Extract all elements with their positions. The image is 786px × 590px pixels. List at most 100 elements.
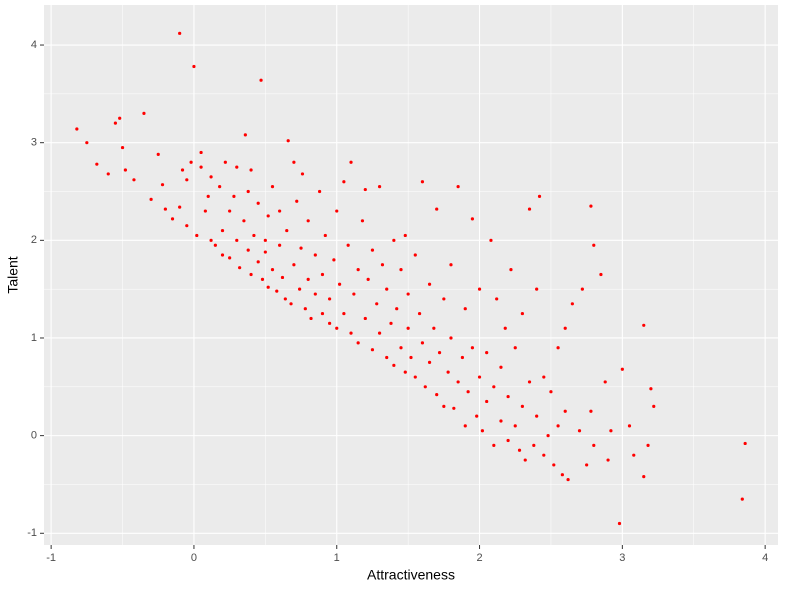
point bbox=[417, 311, 422, 316]
point bbox=[399, 346, 403, 350]
point bbox=[160, 183, 165, 187]
point bbox=[743, 441, 747, 446]
point bbox=[466, 390, 470, 394]
point bbox=[537, 194, 542, 198]
point bbox=[423, 385, 427, 389]
point bbox=[552, 463, 556, 467]
point bbox=[632, 453, 636, 457]
point bbox=[256, 260, 260, 264]
point bbox=[620, 367, 624, 371]
point bbox=[420, 180, 425, 184]
point bbox=[527, 207, 532, 211]
point bbox=[535, 287, 539, 291]
point bbox=[266, 214, 270, 218]
point bbox=[246, 248, 250, 252]
point bbox=[627, 424, 632, 428]
point bbox=[289, 302, 293, 306]
point bbox=[213, 243, 217, 247]
point bbox=[589, 204, 593, 208]
point bbox=[328, 297, 332, 301]
point bbox=[592, 443, 596, 447]
point bbox=[456, 185, 460, 189]
point bbox=[409, 355, 413, 360]
point bbox=[377, 331, 382, 335]
point bbox=[446, 370, 450, 374]
point bbox=[413, 253, 417, 257]
point bbox=[306, 219, 310, 223]
point bbox=[220, 228, 225, 233]
point bbox=[163, 207, 167, 211]
point bbox=[477, 375, 482, 379]
y-tick-label: 1 bbox=[31, 332, 37, 344]
point bbox=[352, 292, 356, 296]
point bbox=[280, 275, 285, 280]
point bbox=[399, 268, 403, 272]
point bbox=[520, 404, 524, 408]
point bbox=[360, 219, 365, 223]
point bbox=[463, 424, 467, 428]
point bbox=[649, 387, 653, 391]
point bbox=[263, 238, 267, 242]
point bbox=[285, 228, 289, 233]
point bbox=[298, 287, 302, 291]
point bbox=[228, 256, 232, 260]
point bbox=[563, 409, 567, 413]
point bbox=[580, 287, 584, 291]
point bbox=[266, 285, 270, 289]
point bbox=[235, 165, 239, 169]
point bbox=[532, 443, 536, 447]
point bbox=[335, 209, 339, 213]
point bbox=[149, 197, 153, 201]
point bbox=[420, 341, 425, 345]
point bbox=[577, 429, 582, 433]
point bbox=[392, 238, 396, 242]
point bbox=[495, 297, 499, 301]
point bbox=[589, 409, 593, 413]
point bbox=[646, 443, 650, 447]
point bbox=[606, 458, 610, 462]
point bbox=[275, 289, 279, 293]
point bbox=[527, 380, 532, 384]
point bbox=[609, 429, 613, 433]
point bbox=[300, 172, 305, 176]
point bbox=[85, 141, 89, 145]
point bbox=[320, 272, 325, 277]
point bbox=[470, 217, 475, 221]
point bbox=[406, 292, 410, 296]
point bbox=[306, 277, 310, 281]
point bbox=[206, 194, 210, 198]
point bbox=[485, 399, 489, 404]
point bbox=[286, 139, 290, 143]
point bbox=[356, 268, 360, 272]
point bbox=[142, 111, 146, 115]
point bbox=[392, 363, 396, 367]
point bbox=[335, 326, 339, 330]
point bbox=[238, 266, 242, 270]
point bbox=[313, 292, 317, 296]
point bbox=[75, 127, 79, 131]
point bbox=[460, 355, 465, 360]
y-tick-label: 4 bbox=[31, 39, 37, 51]
x-tick-label: 1 bbox=[334, 552, 340, 564]
point bbox=[228, 209, 232, 213]
point bbox=[385, 287, 389, 291]
point bbox=[413, 375, 417, 379]
point bbox=[556, 424, 560, 428]
point bbox=[170, 217, 175, 221]
point bbox=[318, 189, 322, 194]
point bbox=[342, 311, 346, 316]
point bbox=[203, 209, 207, 213]
point bbox=[209, 175, 213, 179]
point bbox=[377, 185, 382, 189]
plot-panel bbox=[44, 5, 778, 545]
point bbox=[406, 326, 410, 330]
point bbox=[509, 268, 513, 272]
point bbox=[603, 380, 607, 384]
point bbox=[220, 253, 225, 257]
point bbox=[427, 282, 432, 286]
point bbox=[323, 233, 327, 238]
point bbox=[185, 178, 189, 182]
point bbox=[328, 321, 332, 325]
x-tick-label: -1 bbox=[46, 552, 56, 564]
